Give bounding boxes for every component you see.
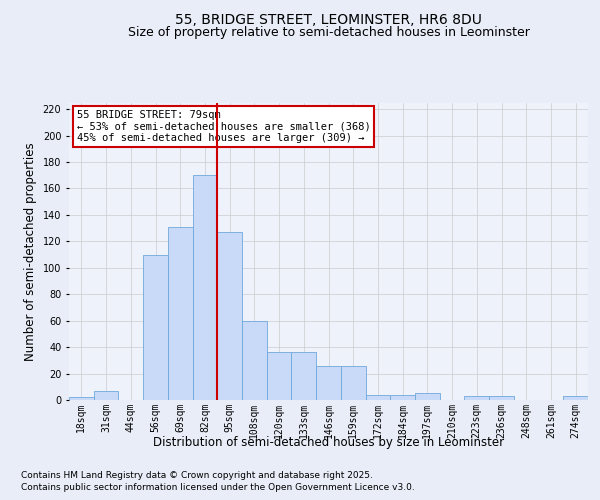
Bar bbox=[143, 254, 168, 400]
Bar bbox=[292, 352, 316, 400]
Bar bbox=[267, 352, 292, 400]
Bar bbox=[168, 227, 193, 400]
Bar bbox=[464, 396, 489, 400]
Bar bbox=[365, 394, 390, 400]
Text: 55 BRIDGE STREET: 79sqm
← 53% of semi-detached houses are smaller (368)
45% of s: 55 BRIDGE STREET: 79sqm ← 53% of semi-de… bbox=[77, 110, 371, 143]
Text: Size of property relative to semi-detached houses in Leominster: Size of property relative to semi-detach… bbox=[128, 26, 530, 39]
Bar bbox=[69, 398, 94, 400]
Bar bbox=[489, 396, 514, 400]
Text: Distribution of semi-detached houses by size in Leominster: Distribution of semi-detached houses by … bbox=[153, 436, 505, 449]
Text: Contains HM Land Registry data © Crown copyright and database right 2025.: Contains HM Land Registry data © Crown c… bbox=[21, 472, 373, 480]
Bar bbox=[242, 320, 267, 400]
Text: 55, BRIDGE STREET, LEOMINSTER, HR6 8DU: 55, BRIDGE STREET, LEOMINSTER, HR6 8DU bbox=[175, 13, 482, 27]
Bar bbox=[217, 232, 242, 400]
Y-axis label: Number of semi-detached properties: Number of semi-detached properties bbox=[24, 142, 37, 360]
Text: Contains public sector information licensed under the Open Government Licence v3: Contains public sector information licen… bbox=[21, 483, 415, 492]
Bar bbox=[94, 390, 118, 400]
Bar bbox=[316, 366, 341, 400]
Bar bbox=[193, 175, 217, 400]
Bar bbox=[415, 394, 440, 400]
Bar bbox=[341, 366, 365, 400]
Bar bbox=[390, 394, 415, 400]
Bar bbox=[563, 396, 588, 400]
